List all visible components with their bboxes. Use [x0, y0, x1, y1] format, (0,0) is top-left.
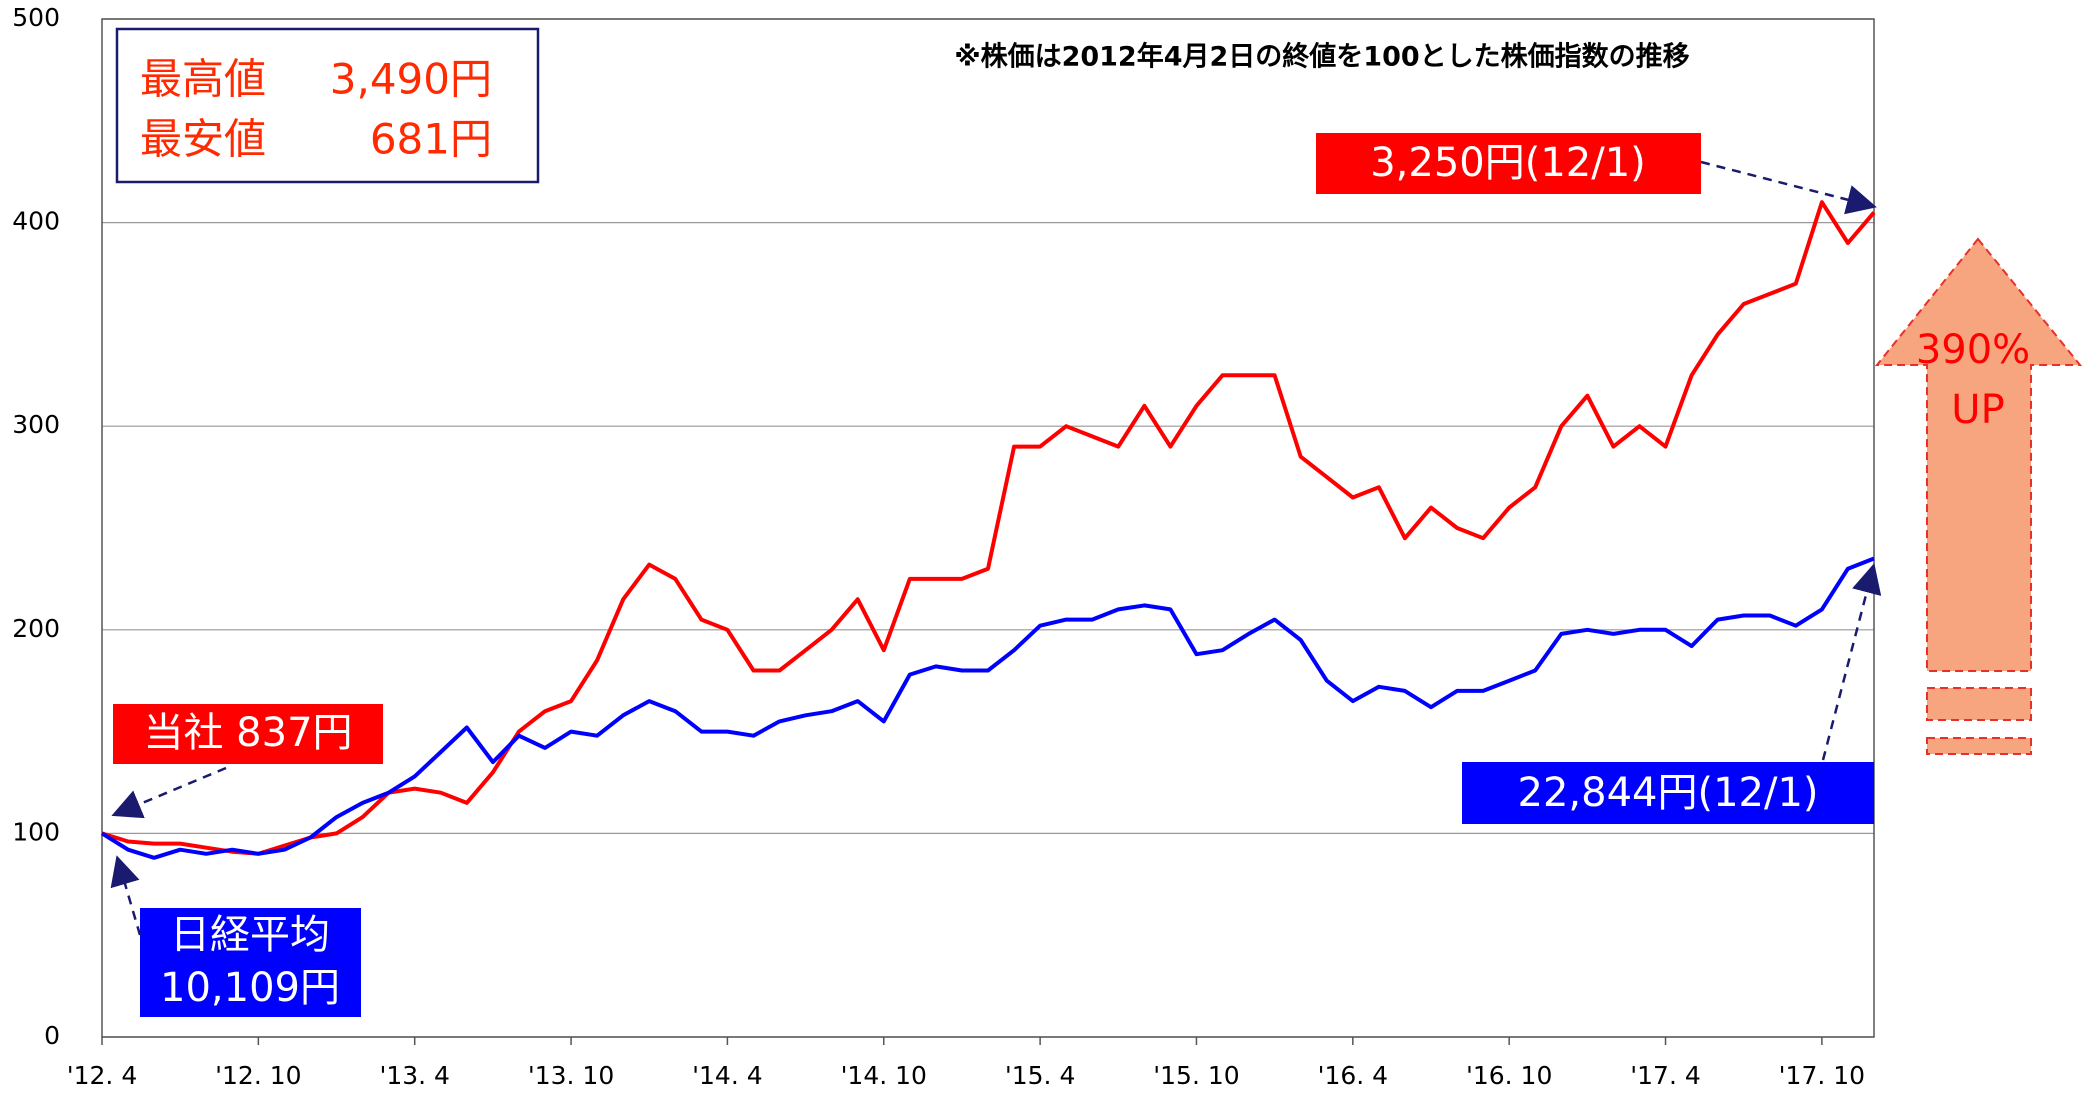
growth-word: UP [1951, 387, 2004, 433]
x-tick-label: '15. 10 [1153, 1061, 1239, 1090]
max-value: 3,490円 [330, 55, 492, 104]
arrow-body [1874, 237, 2083, 672]
x-tick-label: '15. 4 [1005, 1061, 1075, 1090]
nikkei-latest: 22,844円(12/1) [1518, 770, 1819, 816]
arrow-piece [1926, 737, 2032, 755]
x-tick-label: '12. 10 [215, 1061, 301, 1090]
y-tick-label: 400 [12, 207, 60, 236]
x-tick-label: '16. 4 [1318, 1061, 1388, 1090]
x-tick-label: '16. 10 [1466, 1061, 1552, 1090]
x-tick-label: '17. 10 [1779, 1061, 1865, 1090]
arrow [110, 855, 142, 936]
nikkei-name: 日経平均 [170, 912, 330, 958]
company-latest-box [1316, 133, 1701, 194]
min-value: 681円 [370, 115, 492, 164]
series-line [101, 200, 1876, 856]
company-start-box [113, 704, 383, 764]
min-label: 最安値 [140, 115, 266, 164]
max-label: 最高値 [140, 55, 266, 104]
callout-arrows [110, 160, 1882, 936]
y-tick-label: 0 [44, 1021, 60, 1050]
nikkei-start-box [140, 908, 361, 1017]
x-tick-label: '17. 4 [1630, 1061, 1700, 1090]
x-tick-label: '12. 4 [67, 1061, 137, 1090]
company-start: 当社 837円 [143, 710, 352, 756]
arrow-piece [1926, 687, 2032, 721]
series-line [100, 556, 1875, 860]
y-tick-label: 300 [12, 410, 60, 439]
nikkei-latest-box [1462, 762, 1874, 824]
arrow [1821, 563, 1882, 761]
y-tick-label: 200 [12, 614, 60, 643]
growth: 390% [1916, 327, 2030, 373]
nikkei-start: 10,109円 [160, 965, 340, 1011]
y-tick-label: 100 [12, 817, 60, 846]
summary-box [115, 27, 540, 184]
x-tick-label: '13. 10 [528, 1061, 614, 1090]
x-tick-label: '14. 10 [841, 1061, 927, 1090]
x-tick-label: '13. 4 [379, 1061, 449, 1090]
x-tick-label: '14. 4 [692, 1061, 762, 1090]
growth-arrow [1874, 237, 2083, 755]
company-latest: 3,250円(12/1) [1370, 140, 1646, 186]
arrow [111, 766, 227, 819]
arrow [1700, 160, 1877, 215]
plot-frame [101, 18, 1875, 1038]
note: ※株価は2012年4月2日の終値を100とした株価指数の推移 [954, 41, 1689, 73]
y-tick-label: 500 [12, 3, 60, 32]
